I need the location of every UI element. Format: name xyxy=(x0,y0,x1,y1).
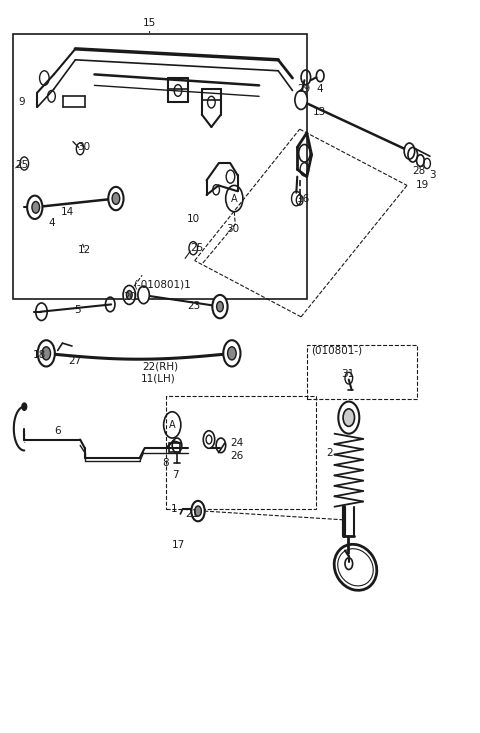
Circle shape xyxy=(123,285,135,304)
Text: 2: 2 xyxy=(326,448,333,457)
Text: 25: 25 xyxy=(16,160,29,170)
Text: 28: 28 xyxy=(412,166,425,176)
Circle shape xyxy=(203,431,215,449)
Text: 23: 23 xyxy=(188,301,201,311)
Text: 26: 26 xyxy=(230,451,244,460)
Text: (010801-): (010801-) xyxy=(311,345,362,356)
Text: 29: 29 xyxy=(297,84,311,94)
Text: 3: 3 xyxy=(429,170,436,180)
Circle shape xyxy=(27,196,42,219)
Circle shape xyxy=(126,290,132,299)
Text: 7: 7 xyxy=(172,470,179,479)
Circle shape xyxy=(195,506,201,516)
Text: 13: 13 xyxy=(312,107,326,117)
Text: 18: 18 xyxy=(33,350,46,360)
Text: 14: 14 xyxy=(61,207,74,217)
Circle shape xyxy=(343,409,355,427)
Circle shape xyxy=(138,286,149,303)
Text: 24: 24 xyxy=(230,438,244,448)
Circle shape xyxy=(228,347,236,360)
Text: 30: 30 xyxy=(77,142,90,152)
Circle shape xyxy=(216,301,223,312)
Circle shape xyxy=(404,143,415,159)
Circle shape xyxy=(212,295,228,318)
Text: 20: 20 xyxy=(124,292,137,302)
Text: 31: 31 xyxy=(341,369,354,379)
Text: A: A xyxy=(231,194,238,204)
Text: 19: 19 xyxy=(416,180,429,191)
Text: 25: 25 xyxy=(190,243,203,253)
Text: 10: 10 xyxy=(187,214,200,224)
Text: 5: 5 xyxy=(74,304,81,314)
Circle shape xyxy=(295,90,307,109)
Bar xyxy=(13,34,307,299)
Text: 30: 30 xyxy=(227,224,240,235)
Circle shape xyxy=(338,402,360,434)
Text: 16: 16 xyxy=(297,194,311,204)
Text: 15: 15 xyxy=(143,18,156,29)
Text: 12: 12 xyxy=(78,245,92,254)
Text: 1: 1 xyxy=(171,504,178,514)
Text: 4: 4 xyxy=(316,84,323,94)
Circle shape xyxy=(112,193,120,205)
Text: 27: 27 xyxy=(68,356,82,366)
Circle shape xyxy=(192,501,204,521)
Circle shape xyxy=(22,403,27,410)
Text: A: A xyxy=(169,420,176,430)
Bar xyxy=(307,345,417,399)
Text: 21: 21 xyxy=(185,509,198,519)
Text: 22(RH): 22(RH) xyxy=(142,361,178,372)
Text: 8: 8 xyxy=(163,458,169,468)
Text: 9: 9 xyxy=(19,97,25,107)
Bar xyxy=(169,443,180,452)
Circle shape xyxy=(223,340,240,366)
Text: (-010801)1: (-010801)1 xyxy=(132,280,191,290)
Circle shape xyxy=(108,187,123,210)
Text: 4: 4 xyxy=(48,218,55,228)
Text: 11(LH): 11(LH) xyxy=(141,373,176,383)
Circle shape xyxy=(32,202,39,213)
Circle shape xyxy=(37,340,55,366)
Text: 17: 17 xyxy=(172,540,185,550)
Text: 6: 6 xyxy=(54,426,61,435)
Bar xyxy=(166,396,316,509)
Circle shape xyxy=(42,347,50,360)
